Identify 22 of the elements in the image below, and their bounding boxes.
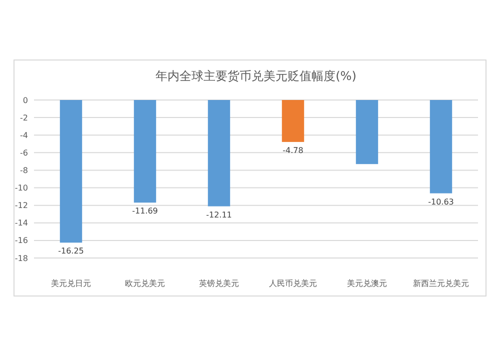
y-tick-label: -8 bbox=[20, 166, 28, 176]
data-label: -11.69 bbox=[132, 206, 158, 216]
y-tick-label: 0 bbox=[22, 96, 28, 105]
y-tick-label: -6 bbox=[20, 148, 28, 158]
y-tick-label: -2 bbox=[20, 113, 28, 122]
chart-title: 年内全球主要货币兑美元贬值幅度(%) bbox=[156, 69, 356, 83]
data-label: -10.63 bbox=[428, 197, 454, 206]
x-tick-label: 欧元兑美元 bbox=[125, 279, 165, 288]
y-tick-label: -16 bbox=[14, 236, 28, 246]
y-tick-label: -18 bbox=[14, 254, 28, 263]
y-tick-label: -4 bbox=[20, 130, 28, 140]
y-tick-label: -14 bbox=[14, 218, 28, 228]
data-label: -4.78 bbox=[282, 146, 304, 155]
x-tick-label: 人民币兑美元 bbox=[269, 279, 317, 288]
data-label: -16.25 bbox=[58, 246, 84, 256]
x-tick-label: 美元兑日元 bbox=[51, 279, 91, 288]
y-tick-label: -10 bbox=[14, 184, 28, 193]
y-tick-label: -12 bbox=[14, 201, 28, 210]
x-tick-label: 新西兰元兑美元 bbox=[413, 279, 469, 288]
x-tick-label: 英镑兑美元 bbox=[199, 279, 239, 288]
data-label: -12.11 bbox=[206, 210, 232, 220]
x-tick-label: 美元兑澳元 bbox=[347, 279, 387, 288]
